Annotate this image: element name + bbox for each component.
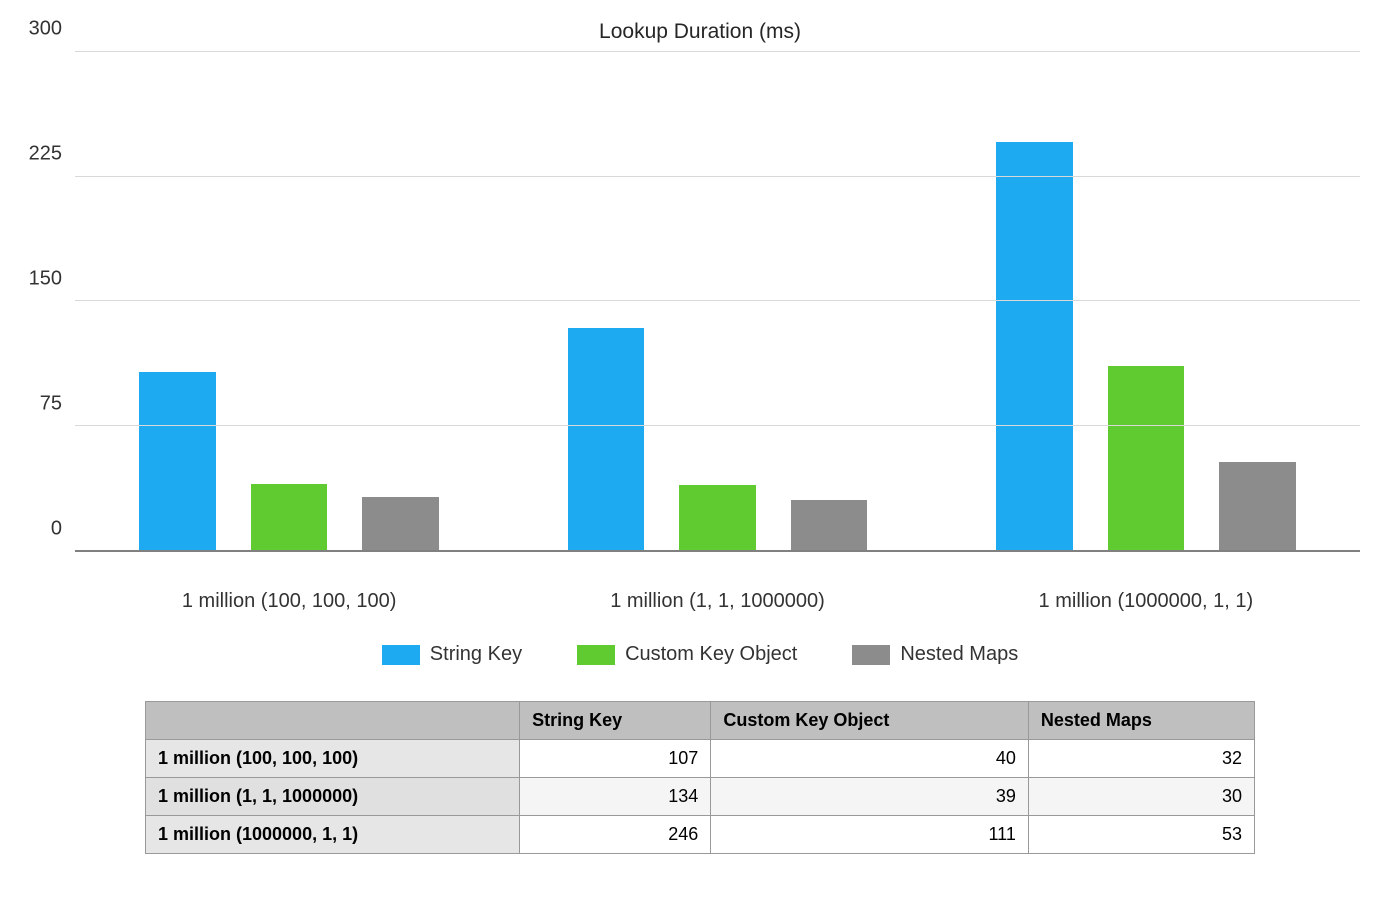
table-cell: 111 bbox=[711, 816, 1029, 854]
bar bbox=[679, 485, 756, 550]
legend-swatch bbox=[577, 645, 615, 665]
bar bbox=[996, 142, 1073, 550]
table-cell: 39 bbox=[711, 778, 1029, 816]
bars-layer bbox=[75, 52, 1360, 550]
plot-area: 075150225300 bbox=[75, 52, 1360, 582]
gridline bbox=[75, 51, 1360, 52]
table-row-header: 1 million (1, 1, 1000000) bbox=[146, 778, 520, 816]
grid-area bbox=[75, 52, 1360, 552]
table-row-header: 1 million (1000000, 1, 1) bbox=[146, 816, 520, 854]
gridline bbox=[75, 425, 1360, 426]
bar bbox=[1219, 462, 1296, 550]
x-label: 1 million (1, 1, 1000000) bbox=[503, 582, 931, 613]
table-column-header: Nested Maps bbox=[1028, 702, 1254, 740]
bar bbox=[1108, 366, 1185, 550]
legend-label: Custom Key Object bbox=[625, 643, 797, 666]
gridline bbox=[75, 300, 1360, 301]
legend-label: String Key bbox=[430, 643, 522, 666]
legend-item: String Key bbox=[382, 643, 522, 666]
legend-label: Nested Maps bbox=[900, 643, 1018, 666]
x-label: 1 million (100, 100, 100) bbox=[75, 582, 503, 613]
legend: String Key Custom Key Object Nested Maps bbox=[20, 643, 1380, 666]
legend-swatch bbox=[852, 645, 890, 665]
table-row: 1 million (1, 1, 1000000)1343930 bbox=[146, 778, 1255, 816]
bar bbox=[251, 484, 328, 550]
bar bbox=[139, 372, 216, 550]
table-cell: 134 bbox=[520, 778, 711, 816]
table-row-header: 1 million (100, 100, 100) bbox=[146, 740, 520, 778]
y-tick: 300 bbox=[12, 18, 62, 41]
table-cell: 40 bbox=[711, 740, 1029, 778]
chart-title: Lookup Duration (ms) bbox=[20, 20, 1380, 44]
gridline bbox=[75, 176, 1360, 177]
table-corner bbox=[146, 702, 520, 740]
y-tick: 225 bbox=[12, 143, 62, 166]
table-row: 1 million (1000000, 1, 1)24611153 bbox=[146, 816, 1255, 854]
table-body: 1 million (100, 100, 100)10740321 millio… bbox=[146, 740, 1255, 854]
legend-item: Nested Maps bbox=[852, 643, 1018, 666]
y-tick: 75 bbox=[12, 393, 62, 416]
table-row: 1 million (100, 100, 100)1074032 bbox=[146, 740, 1255, 778]
table-cell: 32 bbox=[1028, 740, 1254, 778]
y-tick: 150 bbox=[12, 268, 62, 291]
x-axis-labels: 1 million (100, 100, 100)1 million (1, 1… bbox=[75, 582, 1360, 613]
chart-container: Lookup Duration (ms) 075150225300 1 mill… bbox=[20, 20, 1380, 854]
table-head: String KeyCustom Key ObjectNested Maps bbox=[146, 702, 1255, 740]
legend-swatch bbox=[382, 645, 420, 665]
table-column-header: Custom Key Object bbox=[711, 702, 1029, 740]
bar bbox=[362, 497, 439, 550]
table-cell: 53 bbox=[1028, 816, 1254, 854]
bar bbox=[791, 500, 868, 550]
legend-item: Custom Key Object bbox=[577, 643, 797, 666]
bar bbox=[568, 328, 645, 550]
table-cell: 30 bbox=[1028, 778, 1254, 816]
y-axis: 075150225300 bbox=[20, 52, 70, 552]
table-column-header: String Key bbox=[520, 702, 711, 740]
x-label: 1 million (1000000, 1, 1) bbox=[932, 582, 1360, 613]
table-cell: 246 bbox=[520, 816, 711, 854]
y-tick: 0 bbox=[12, 518, 62, 541]
table-cell: 107 bbox=[520, 740, 711, 778]
data-table: String KeyCustom Key ObjectNested Maps 1… bbox=[145, 701, 1255, 854]
